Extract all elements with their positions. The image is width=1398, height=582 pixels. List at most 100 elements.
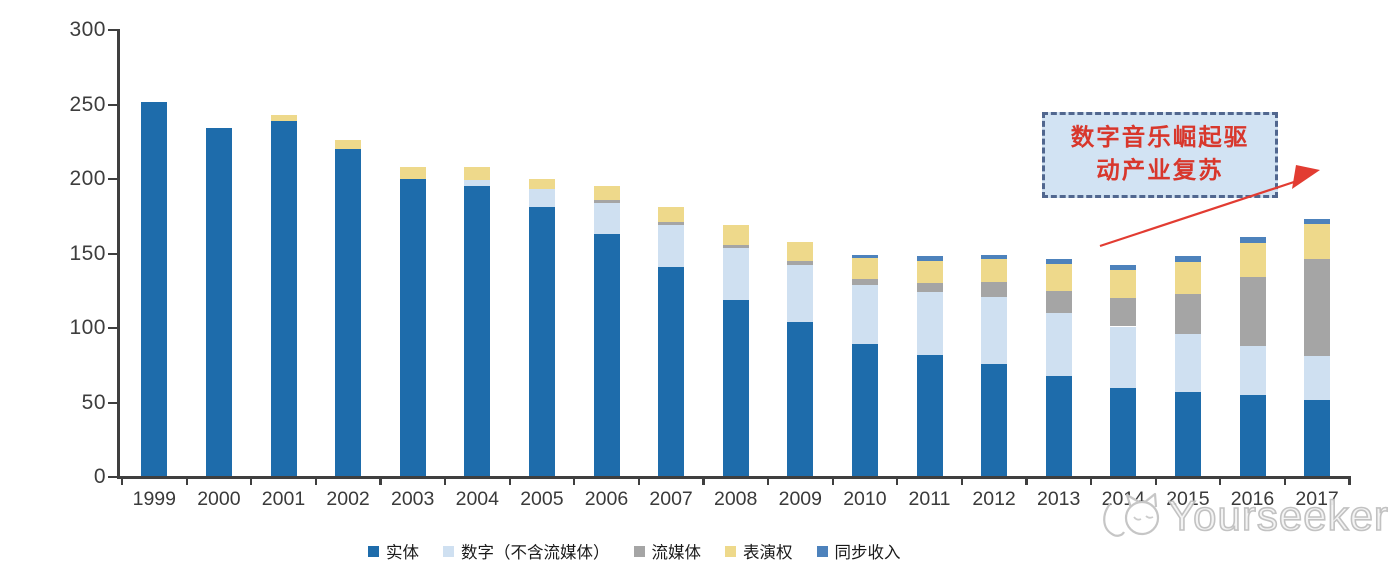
bar-segment xyxy=(1174,262,1201,294)
bar-segment xyxy=(916,283,943,293)
bar-segment xyxy=(916,260,943,284)
y-axis-label: 150 xyxy=(69,241,106,265)
bar-segment xyxy=(658,266,685,477)
bar-segment xyxy=(658,225,685,267)
legend-swatch xyxy=(725,545,736,557)
bar-segment xyxy=(1110,326,1137,388)
bar-segment xyxy=(916,354,943,477)
x-axis-label: 2007 xyxy=(649,488,693,510)
legend-swatch xyxy=(816,545,828,557)
bar-segment xyxy=(1174,392,1201,477)
legend-swatch xyxy=(368,545,379,557)
bar-segment xyxy=(335,140,362,150)
y-axis-tick xyxy=(108,103,118,106)
y-axis-tick xyxy=(108,252,118,255)
bar-segment xyxy=(1304,223,1331,260)
bar-segment xyxy=(1304,259,1331,357)
legend-swatch xyxy=(443,545,454,557)
y-axis-tick xyxy=(108,476,118,479)
y-axis-tick xyxy=(108,29,118,32)
bar-segment xyxy=(722,299,749,477)
bar-segment xyxy=(981,259,1008,282)
legend-label: 流媒体 xyxy=(651,543,702,562)
bar-segment xyxy=(528,189,555,208)
x-axis-label: 2017 xyxy=(1295,488,1339,510)
x-axis-tick xyxy=(508,477,511,485)
x-axis-tick xyxy=(767,477,770,485)
bar-segment xyxy=(1110,269,1137,299)
x-axis-tick xyxy=(250,477,253,485)
y-axis-label: 250 xyxy=(69,92,106,116)
legend-swatch xyxy=(633,545,645,557)
x-axis-line xyxy=(117,476,1351,479)
y-axis-tick xyxy=(108,401,118,404)
legend-item: 表演权 xyxy=(725,539,793,563)
bar-segment xyxy=(1110,265,1137,270)
bar-segment xyxy=(1045,259,1072,264)
x-axis-label: 2013 xyxy=(1036,488,1081,510)
bar-segment xyxy=(1110,298,1137,327)
bar-segment xyxy=(399,167,426,179)
legend-item: 同步收入 xyxy=(816,539,901,563)
bar-segment xyxy=(528,179,555,190)
legend-item: 数字（不含流媒体） xyxy=(443,539,610,563)
y-axis-label: 200 xyxy=(69,167,106,190)
watermark-text: Yourseeker xyxy=(1167,491,1389,540)
x-axis-label: 2001 xyxy=(261,488,306,510)
x-axis-tick xyxy=(573,477,576,485)
bar-segment xyxy=(1239,237,1266,244)
bar-segment xyxy=(1045,263,1072,291)
bar-segment xyxy=(1045,375,1072,477)
bar-segment xyxy=(916,256,943,261)
x-axis-label: 2011 xyxy=(908,488,951,510)
bar-segment xyxy=(1174,256,1201,263)
bar-segment xyxy=(464,180,491,187)
x-axis-tick xyxy=(185,477,188,485)
bar-segment xyxy=(464,186,491,477)
x-axis-label: 1999 xyxy=(132,488,176,510)
bar-segment xyxy=(464,167,491,181)
annotation-line1: 数字音乐崛起驱 xyxy=(1070,125,1250,151)
bar-segment xyxy=(1045,313,1072,376)
bar-segment xyxy=(981,281,1008,297)
bar-segment xyxy=(593,234,620,477)
bar-segment xyxy=(787,241,814,261)
legend-label: 同步收入 xyxy=(834,543,901,562)
bar-segment xyxy=(722,244,749,248)
bar-segment xyxy=(981,363,1008,477)
x-axis-tick xyxy=(379,477,382,485)
y-axis-label: 300 xyxy=(69,18,106,41)
x-axis-label: 2002 xyxy=(326,488,370,510)
x-axis-tick xyxy=(1154,477,1157,485)
x-axis-tick xyxy=(1025,477,1028,485)
bar-segment xyxy=(1239,345,1266,396)
x-axis-tick xyxy=(1348,477,1351,485)
legend-label: 数字（不含流媒体） xyxy=(461,543,610,562)
bar-segment xyxy=(1174,293,1201,334)
x-axis-label: 2009 xyxy=(778,488,822,510)
bar-segment xyxy=(722,225,749,245)
x-axis-label: 2003 xyxy=(390,488,435,510)
watermark: Yourseeker xyxy=(1100,490,1389,548)
x-axis-label: 2010 xyxy=(843,488,887,510)
bar-segment xyxy=(658,222,685,226)
bar-segment xyxy=(1304,219,1331,224)
y-axis-line xyxy=(117,29,120,479)
bar-segment xyxy=(593,202,620,235)
y-axis-label: 100 xyxy=(69,316,106,339)
bar-segment xyxy=(658,207,685,223)
bar-segment xyxy=(787,322,814,477)
x-axis-label: 2012 xyxy=(972,488,1016,510)
bar-segment xyxy=(1239,395,1266,477)
x-axis-tick xyxy=(896,477,899,485)
bar-segment xyxy=(141,101,168,477)
annotation-callout: 数字音乐崛起驱 动产业复苏 xyxy=(1042,112,1278,198)
x-axis-label: 2000 xyxy=(197,488,241,510)
bar-segment xyxy=(1239,243,1266,278)
bar-segment xyxy=(981,254,1008,260)
bar-segment xyxy=(270,114,297,121)
bar-segment xyxy=(205,128,232,477)
y-axis-label: 0 xyxy=(93,465,106,488)
x-axis-label: 2006 xyxy=(584,488,629,510)
x-axis-tick xyxy=(702,477,705,485)
